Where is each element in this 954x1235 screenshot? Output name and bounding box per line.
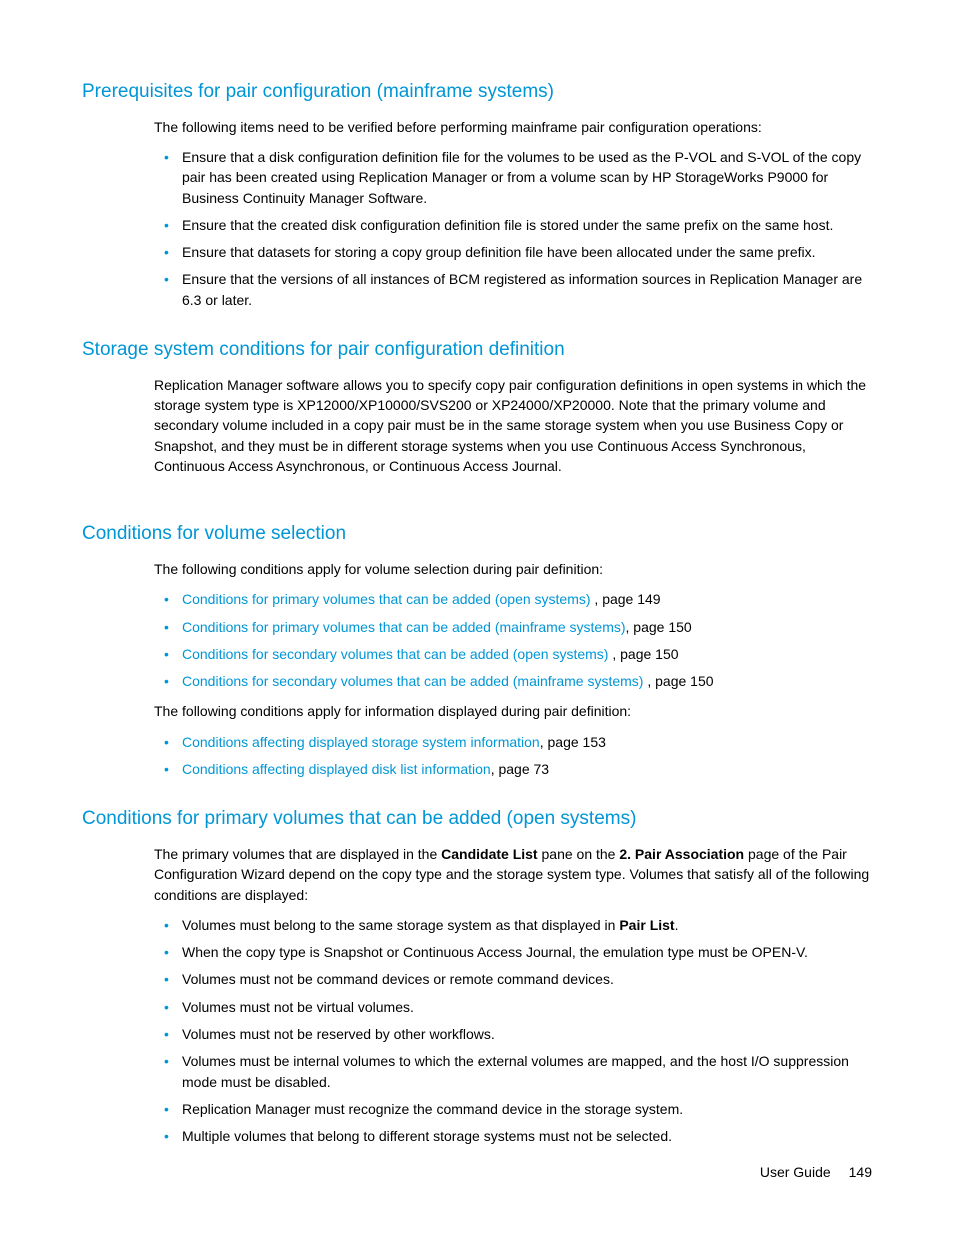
- xref-link[interactable]: Conditions for secondary volumes that ca…: [182, 673, 647, 689]
- heading-prerequisites: Prerequisites for pair configuration (ma…: [82, 80, 872, 105]
- xref-link[interactable]: Conditions for primary volumes that can …: [182, 591, 594, 607]
- list-item: Ensure that a disk configuration definit…: [154, 147, 872, 208]
- list-item: Volumes must not be virtual volumes.: [154, 997, 872, 1017]
- xref-link[interactable]: Conditions affecting displayed storage s…: [182, 734, 540, 750]
- content-volume-selection: The following conditions apply for volum…: [154, 559, 872, 779]
- content-storage-conditions: Replication Manager software allows you …: [154, 375, 872, 476]
- list-item: Ensure that the versions of all instance…: [154, 269, 872, 310]
- intro-text: The following conditions apply for volum…: [154, 559, 872, 579]
- list-item: Volumes must be internal volumes to whic…: [154, 1051, 872, 1092]
- footer-label: User Guide: [760, 1164, 831, 1180]
- body-text: The primary volumes that are displayed i…: [154, 844, 872, 905]
- bold-text: Pair List: [619, 917, 674, 933]
- page-ref: , page 150: [647, 673, 713, 689]
- text-fragment: Volumes must belong to the same storage …: [182, 917, 619, 933]
- heading-storage-conditions: Storage system conditions for pair confi…: [82, 338, 872, 363]
- page-ref: , page 150: [626, 619, 692, 635]
- body-text: Replication Manager software allows you …: [154, 375, 872, 476]
- content-prerequisites: The following items need to be verified …: [154, 117, 872, 310]
- bold-text: 2. Pair Association: [619, 846, 744, 862]
- list-item: Ensure that the created disk configurati…: [154, 215, 872, 235]
- list-item: Ensure that datasets for storing a copy …: [154, 242, 872, 262]
- list-item: Conditions for secondary volumes that ca…: [154, 644, 872, 664]
- spacer: [82, 504, 872, 522]
- page-footer: User Guide 149: [760, 1164, 872, 1180]
- document-page: Prerequisites for pair configuration (ma…: [0, 0, 954, 1235]
- intro-text: The following conditions apply for infor…: [154, 701, 872, 721]
- bullet-list: Conditions for primary volumes that can …: [154, 589, 872, 691]
- xref-link[interactable]: Conditions affecting displayed disk list…: [182, 761, 491, 777]
- bullet-list: Volumes must belong to the same storage …: [154, 915, 872, 1147]
- list-item: Conditions affecting displayed disk list…: [154, 759, 872, 779]
- page-number: 149: [849, 1164, 872, 1180]
- xref-link[interactable]: Conditions for primary volumes that can …: [182, 619, 626, 635]
- content-primary-volumes: The primary volumes that are displayed i…: [154, 844, 872, 1147]
- list-item: Volumes must not be reserved by other wo…: [154, 1024, 872, 1044]
- list-item: Conditions for secondary volumes that ca…: [154, 671, 872, 691]
- heading-primary-volumes: Conditions for primary volumes that can …: [82, 807, 872, 832]
- page-ref: , page 149: [594, 591, 660, 607]
- list-item: Conditions affecting displayed storage s…: [154, 732, 872, 752]
- heading-volume-selection: Conditions for volume selection: [82, 522, 872, 547]
- page-ref: , page 150: [612, 646, 678, 662]
- list-item: Replication Manager must recognize the c…: [154, 1099, 872, 1119]
- list-item: When the copy type is Snapshot or Contin…: [154, 942, 872, 962]
- page-ref: , page 73: [491, 761, 549, 777]
- intro-text: The following items need to be verified …: [154, 117, 872, 137]
- text-fragment: .: [675, 917, 679, 933]
- bold-text: Candidate List: [441, 846, 537, 862]
- list-item: Volumes must not be command devices or r…: [154, 969, 872, 989]
- page-ref: , page 153: [540, 734, 606, 750]
- list-item: Conditions for primary volumes that can …: [154, 617, 872, 637]
- xref-link[interactable]: Conditions for secondary volumes that ca…: [182, 646, 612, 662]
- list-item: Conditions for primary volumes that can …: [154, 589, 872, 609]
- bullet-list: Ensure that a disk configuration definit…: [154, 147, 872, 310]
- list-item: Multiple volumes that belong to differen…: [154, 1126, 872, 1146]
- bullet-list: Conditions affecting displayed storage s…: [154, 732, 872, 780]
- text-fragment: The primary volumes that are displayed i…: [154, 846, 441, 862]
- text-fragment: pane on the: [538, 846, 620, 862]
- list-item: Volumes must belong to the same storage …: [154, 915, 872, 935]
